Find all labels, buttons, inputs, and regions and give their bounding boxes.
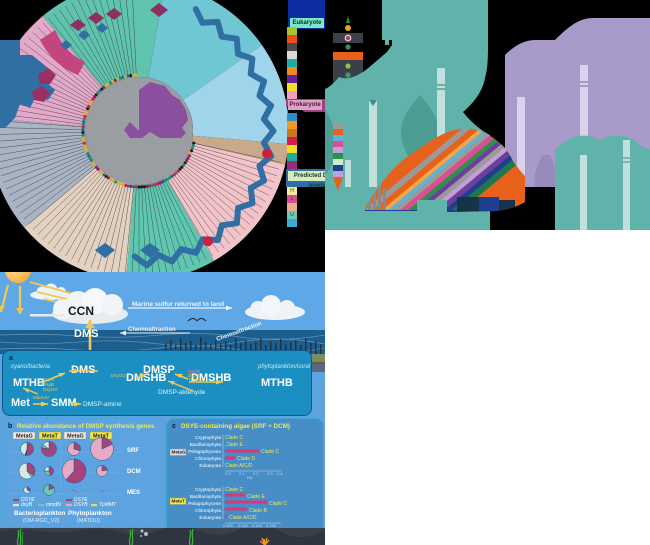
svg-text:DsyGG: DsyGG [43, 387, 58, 392]
svg-text:mmdN: mmdN [46, 502, 61, 508]
svg-text:MetaG: MetaG [16, 434, 33, 440]
svg-text:Clade C: Clade C [261, 449, 279, 455]
svg-text:dsyB: dsyB [21, 502, 33, 508]
svg-text:DCM: DCM [127, 469, 141, 475]
svg-text:Eukaryota: Eukaryota [199, 515, 221, 521]
svg-text:MetaT: MetaT [172, 499, 185, 504]
svg-text:DSYB: DSYB [74, 502, 88, 508]
svg-text:MTHB: MTHB [13, 377, 45, 389]
svg-text:TpMMT: TpMMT [188, 377, 204, 382]
svg-text:Phytoplankton: Phytoplankton [68, 510, 112, 517]
svg-text:DMSP-amine: DMSP-amine [83, 401, 122, 408]
svg-text:MetaT: MetaT [42, 434, 59, 440]
svg-text:c: c [172, 423, 176, 430]
svg-text:Cryptophyta: Cryptophyta [195, 435, 221, 441]
svg-text:Cryptophyta: Cryptophyta [195, 487, 221, 493]
svg-text:Clade E: Clade E [225, 442, 243, 448]
svg-text:Clade B: Clade B [249, 508, 267, 514]
svg-text:RA: RA [247, 475, 253, 480]
svg-text:(OM-RGC_V2): (OM-RGC_V2) [23, 518, 60, 524]
svg-text:Met: Met [11, 397, 30, 409]
svg-text:Eukaryota: Eukaryota [199, 463, 221, 469]
svg-text:SMM: SMM [51, 397, 77, 409]
svg-text:0.3: 0.3 [267, 471, 273, 476]
svg-text:DMS: DMS [74, 328, 98, 340]
svg-text:Marine sulfur returned to land: Marine sulfur returned to land [132, 301, 224, 308]
svg-text:SRF: SRF [127, 448, 139, 454]
svg-text:Relative abundance of DMSP syn: Relative abundance of DMSP synthesis gen… [17, 423, 155, 430]
svg-text:Bacillariophyta: Bacillariophyta [190, 442, 222, 448]
svg-text:Clade E: Clade E [247, 494, 265, 500]
svg-text:Clade A/C/D: Clade A/C/D [225, 463, 253, 469]
svg-text:Bacillariophyta: Bacillariophyta [190, 494, 222, 500]
svg-text:Clade A/C/D: Clade A/C/D [229, 515, 257, 521]
svg-text:0.1: 0.1 [239, 471, 245, 476]
svg-text:Clade D: Clade D [237, 456, 255, 462]
svg-text:TpMMT: TpMMT [99, 502, 117, 508]
svg-text:MetaG: MetaG [172, 450, 186, 455]
svg-text:a: a [9, 355, 13, 362]
svg-text:phytoplankton/coral: phytoplankton/coral [257, 364, 311, 370]
svg-text:cyano/bacteria: cyano/bacteria [11, 364, 51, 370]
svg-text:Chemoattraction: Chemoattraction [128, 327, 176, 333]
svg-text:Bacterioplankton: Bacterioplankton [14, 510, 66, 517]
svg-text:DMSP-aldehyde: DMSP-aldehyde [158, 389, 206, 396]
svg-text:DSYE-containing algae (SRF + D: DSYE-containing algae (SRF + DCM) [181, 423, 290, 430]
svg-text:MTHB: MTHB [261, 377, 293, 389]
svg-text:Clade C: Clade C [269, 501, 287, 507]
svg-text:b: b [8, 423, 12, 430]
svg-text:0.4: 0.4 [277, 471, 283, 476]
svg-text:Clade C: Clade C [225, 487, 243, 493]
svg-text:Chlorophyta: Chlorophyta [195, 456, 221, 462]
svg-text:0.0: 0.0 [225, 471, 231, 476]
svg-text:0.2: 0.2 [253, 471, 259, 476]
svg-text:Chlorophyta: Chlorophyta [195, 508, 221, 514]
svg-text:MetaG: MetaG [67, 434, 84, 440]
svg-text:Clade C: Clade C [225, 435, 243, 441]
svg-text:DMSP: DMSP [143, 364, 175, 376]
svg-text:Pelagophycese: Pelagophycese [188, 501, 221, 507]
svg-text:(MATOU): (MATOU) [77, 518, 100, 524]
svg-text:Pelagophycese: Pelagophycese [188, 449, 221, 455]
svg-text:MES: MES [127, 490, 140, 496]
svg-text:DsyGG: DsyGG [111, 373, 126, 378]
svg-text:MddA/V: MddA/V [33, 395, 49, 400]
svg-text:CCN: CCN [68, 304, 94, 318]
